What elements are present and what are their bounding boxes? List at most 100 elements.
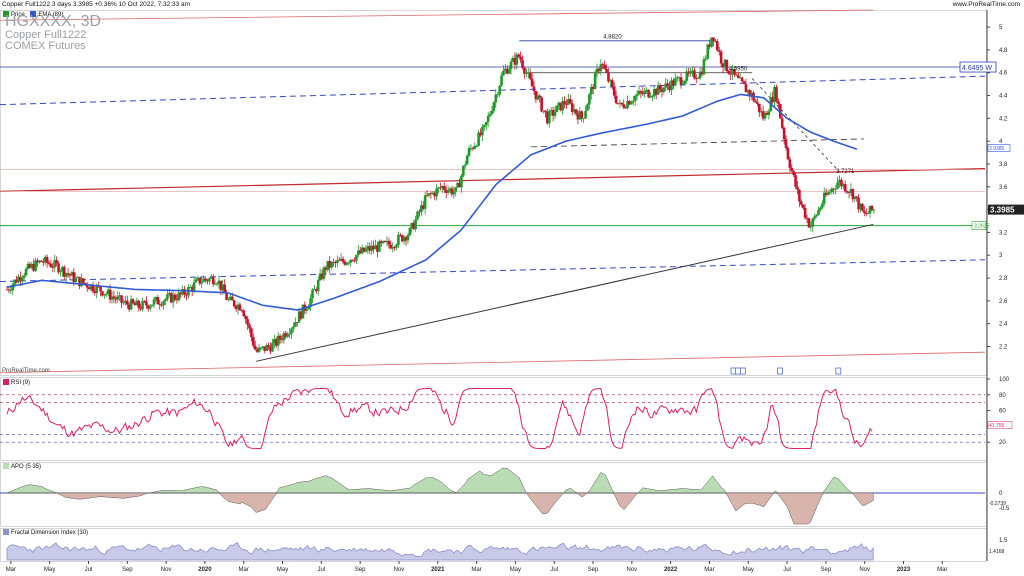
candle-body bbox=[620, 102, 624, 105]
candle-body bbox=[93, 291, 97, 293]
candle-body bbox=[517, 54, 521, 57]
candle-body bbox=[360, 247, 364, 254]
candle-body bbox=[756, 102, 759, 104]
candle-body bbox=[523, 67, 526, 74]
chart-legend: Price EMA (89) bbox=[2, 10, 63, 20]
candle-body bbox=[698, 71, 702, 78]
candle-body bbox=[345, 262, 349, 265]
candle-body bbox=[460, 175, 463, 188]
candle-body bbox=[108, 289, 112, 300]
candle-body bbox=[85, 283, 89, 288]
candle-body bbox=[404, 237, 408, 241]
candle-body bbox=[687, 71, 690, 74]
candle-body bbox=[444, 189, 448, 193]
candle-body bbox=[754, 100, 757, 103]
candle-body bbox=[612, 86, 616, 96]
candle-body bbox=[297, 311, 301, 323]
candle-body bbox=[309, 298, 312, 307]
candle-body bbox=[208, 278, 211, 282]
candle-body bbox=[408, 228, 412, 236]
candle-body bbox=[148, 306, 152, 309]
candle-body bbox=[253, 345, 257, 350]
chart-header: Copper Full1222 3 days 3.3985 +0.36% 10 … bbox=[2, 0, 1022, 10]
candle-body bbox=[246, 318, 249, 325]
candle-body bbox=[525, 73, 528, 75]
candle-body bbox=[99, 286, 102, 292]
candle-body bbox=[597, 68, 601, 72]
candle-body bbox=[282, 333, 286, 341]
candle-body bbox=[817, 209, 820, 215]
candle-body bbox=[729, 73, 732, 75]
candle-body bbox=[143, 301, 146, 302]
candle-body bbox=[483, 125, 486, 127]
candle-body bbox=[838, 179, 841, 183]
candle-body bbox=[863, 210, 866, 213]
candle-body bbox=[586, 104, 589, 111]
y-tick-label: 3.2 bbox=[999, 230, 1008, 236]
y-tick-label: 4.4 bbox=[999, 94, 1008, 100]
candle-body bbox=[821, 203, 824, 208]
candle-body bbox=[771, 97, 774, 103]
candle-body bbox=[626, 100, 629, 109]
candle-body bbox=[183, 289, 186, 295]
candle-body bbox=[66, 273, 70, 275]
candle-body bbox=[658, 85, 662, 90]
candle-body bbox=[740, 77, 744, 82]
candle-body bbox=[370, 245, 373, 251]
level-label-box bbox=[959, 61, 997, 73]
candle-body bbox=[334, 262, 337, 264]
level-label: 4.6495 W bbox=[962, 65, 992, 72]
candle-body bbox=[712, 37, 715, 41]
candle-body bbox=[565, 104, 568, 105]
candle-body bbox=[171, 294, 175, 303]
candle-body bbox=[458, 182, 461, 188]
candle-body bbox=[32, 264, 36, 271]
candle-body bbox=[832, 188, 836, 190]
candle-body bbox=[547, 111, 551, 124]
candle-body bbox=[807, 218, 811, 228]
candle-body bbox=[68, 274, 72, 276]
candle-body bbox=[190, 287, 194, 291]
candle-body bbox=[133, 303, 137, 306]
candle-body bbox=[7, 289, 11, 291]
candle-body bbox=[36, 260, 39, 263]
candle-body bbox=[106, 289, 110, 294]
candle-body bbox=[494, 94, 498, 103]
long-uptrend-line bbox=[256, 223, 874, 362]
candle-body bbox=[589, 86, 593, 95]
candle-body bbox=[330, 261, 333, 268]
rsi-tick-label: 60 bbox=[999, 409, 1006, 415]
y-tick-label: 2.8 bbox=[999, 276, 1008, 282]
candle-body bbox=[173, 294, 177, 300]
candle-body bbox=[488, 113, 492, 117]
candle-body bbox=[475, 145, 479, 147]
candle-body bbox=[61, 266, 64, 272]
candle-body bbox=[242, 310, 246, 317]
candle-body bbox=[689, 71, 692, 74]
candle-body bbox=[534, 91, 538, 100]
x-tick-label: Sep bbox=[588, 567, 599, 573]
candle-body bbox=[74, 277, 78, 283]
candle-body bbox=[496, 94, 500, 96]
candle-body bbox=[616, 103, 620, 104]
candle-body bbox=[213, 283, 217, 285]
candle-body bbox=[156, 297, 160, 305]
candle-body bbox=[484, 121, 488, 126]
candle-body bbox=[849, 189, 853, 193]
candle-body bbox=[101, 291, 104, 296]
candle-body bbox=[651, 95, 654, 98]
candle-body bbox=[708, 44, 711, 47]
candle-body bbox=[710, 37, 713, 47]
candle-body bbox=[492, 102, 496, 111]
candle-body bbox=[532, 86, 536, 92]
candle-body bbox=[784, 139, 788, 149]
candle-body bbox=[34, 260, 37, 271]
apo-tick-label: -0.5 bbox=[999, 506, 1010, 512]
candle-body bbox=[269, 346, 272, 352]
candle-body bbox=[47, 262, 51, 264]
x-tick-label: 2020 bbox=[198, 567, 212, 573]
candle-body bbox=[643, 91, 647, 95]
x-tick-label: 2021 bbox=[431, 567, 445, 573]
candle-body bbox=[9, 290, 13, 292]
